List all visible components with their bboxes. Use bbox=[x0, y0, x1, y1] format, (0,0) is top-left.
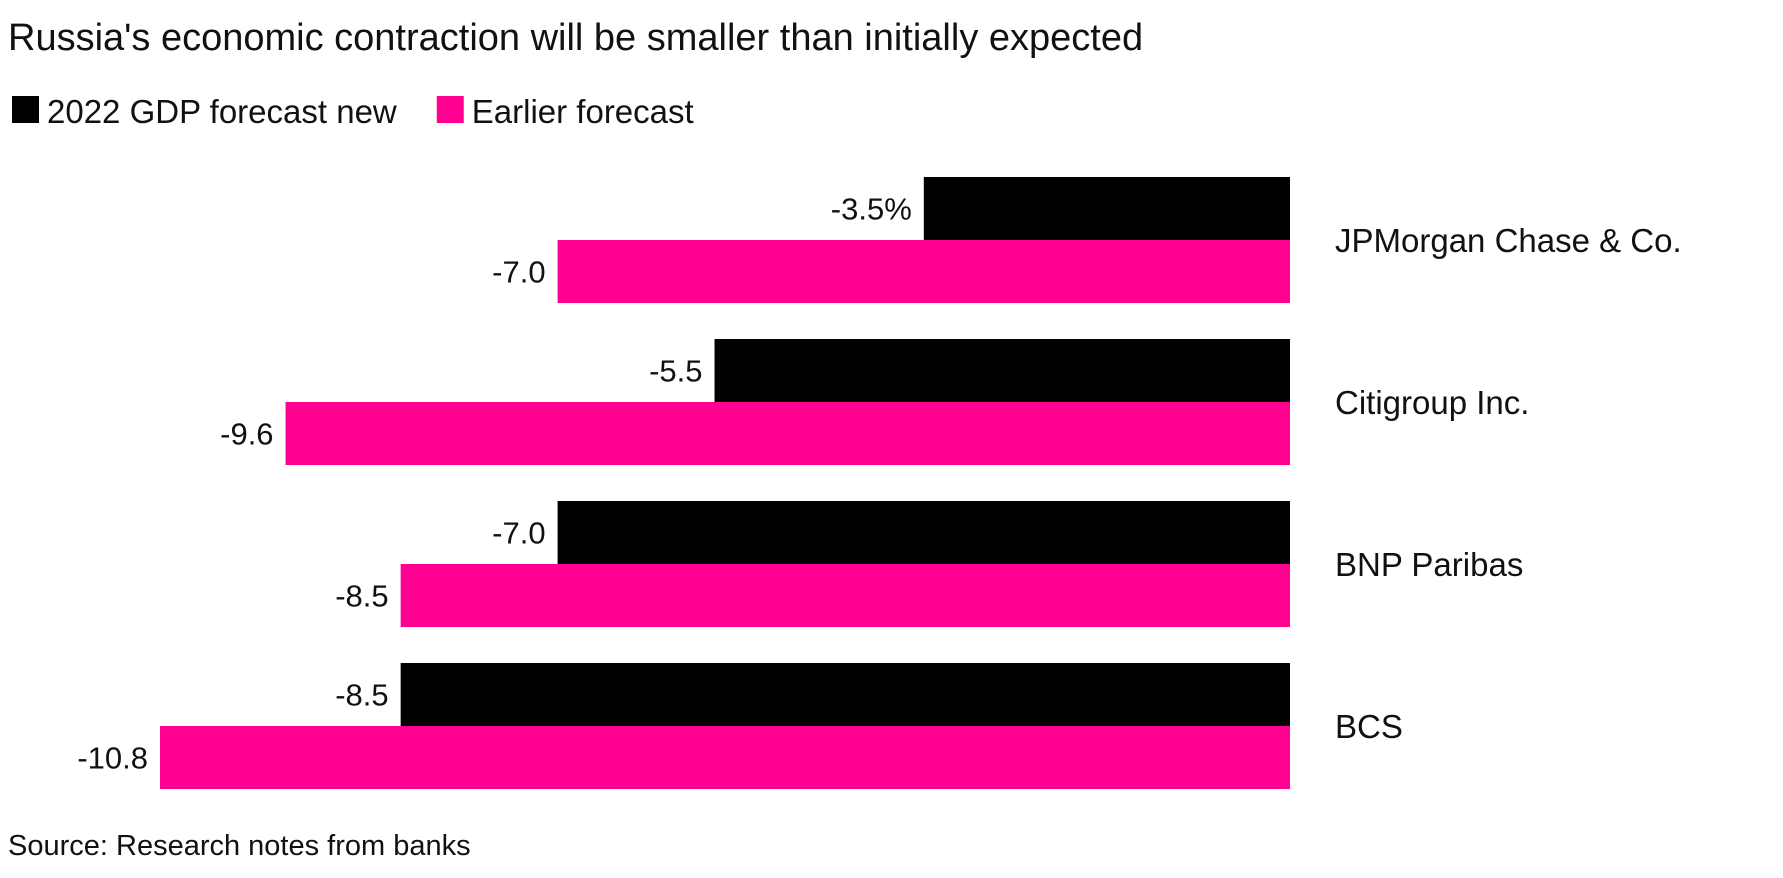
bar-0-0 bbox=[923, 177, 1290, 240]
value-label-0-3: -8.5 bbox=[335, 678, 388, 713]
category-label-2: BNP Paribas bbox=[1335, 546, 1523, 583]
legend-label-0: 2022 GDP forecast new bbox=[47, 93, 397, 130]
value-label-1-3: -10.8 bbox=[77, 741, 148, 776]
value-label-0-2: -7.0 bbox=[492, 516, 545, 551]
category-label-3: BCS bbox=[1335, 708, 1403, 745]
bar-1-1 bbox=[285, 402, 1290, 465]
legend-swatch-1 bbox=[436, 96, 464, 123]
value-label-0-1: -5.5 bbox=[649, 354, 702, 389]
value-label-1-2: -8.5 bbox=[335, 579, 388, 614]
bar-1-3 bbox=[160, 726, 1290, 789]
legend: 2022 GDP forecast new Earlier forecast bbox=[12, 93, 694, 130]
value-label-1-1: -9.6 bbox=[220, 417, 273, 452]
bar-1-2 bbox=[400, 564, 1290, 627]
bar-0-3 bbox=[400, 663, 1290, 726]
value-label-1-0: -7.0 bbox=[492, 255, 545, 290]
category-label-1: Citigroup Inc. bbox=[1335, 384, 1529, 421]
legend-label-1: Earlier forecast bbox=[472, 93, 694, 130]
value-label-0-0: -3.5% bbox=[831, 192, 912, 227]
legend-swatch-0 bbox=[12, 96, 39, 123]
chart-source: Source: Research notes from banks bbox=[8, 830, 471, 862]
bars-group bbox=[160, 177, 1290, 789]
bar-1-0 bbox=[557, 240, 1290, 303]
value-labels-group: -3.5% -7.0 -5.5 -9.6 -7.0 -8.5 -8.5 -10.8 bbox=[77, 192, 911, 776]
category-label-0: JPMorgan Chase & Co. bbox=[1335, 222, 1682, 259]
chart-title: Russia's economic contraction will be sm… bbox=[8, 17, 1143, 59]
category-labels-group: JPMorgan Chase & Co. Citigroup Inc. BNP Pa… bbox=[1335, 222, 1682, 745]
bar-0-1 bbox=[714, 339, 1290, 402]
bar-0-2 bbox=[557, 501, 1290, 564]
